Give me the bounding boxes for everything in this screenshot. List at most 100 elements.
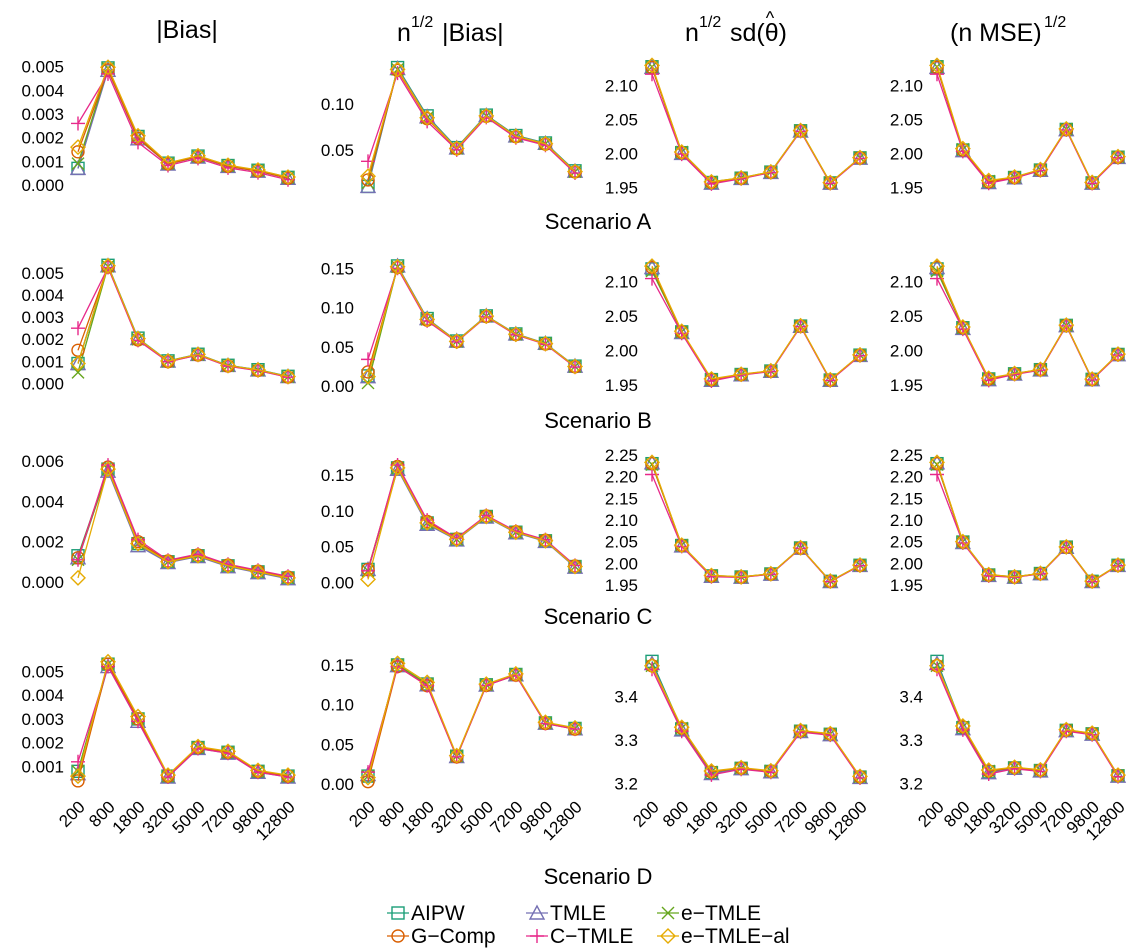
y-tick-label: 1.95 <box>605 576 638 595</box>
x-tick-label: 3200 <box>139 797 179 837</box>
series-line-2 <box>651 663 861 778</box>
data-point <box>1058 120 1075 137</box>
data-point <box>280 767 296 784</box>
data-point <box>673 144 690 161</box>
x-tick-label: 5000 <box>742 797 782 837</box>
y-tick-label: 0.15 <box>321 259 354 278</box>
y-tick-label: 2.10 <box>605 511 638 530</box>
panel-grid: 0.000 0.001 0.002 0.003 0.004 0.005 0.05 0.10 1.… <box>21 57 1128 844</box>
data-point <box>644 258 660 275</box>
x-tick-label: 5000 <box>169 797 209 837</box>
series-line-3 <box>77 264 289 378</box>
legend-label: e−TMLE <box>681 902 761 925</box>
series-line-2 <box>936 67 1119 185</box>
data-point <box>1006 759 1023 776</box>
y-tick-label: 2.00 <box>890 554 923 573</box>
y-tick-label: 0.006 <box>21 452 64 471</box>
series-line-5 <box>936 73 1119 185</box>
y-tick-label: 2.05 <box>605 533 638 552</box>
data-point <box>674 539 689 554</box>
series-line-5 <box>367 71 576 174</box>
data-point <box>792 317 809 334</box>
data-point <box>852 149 868 166</box>
y-tick-label: 0.15 <box>321 466 354 485</box>
data-point <box>981 568 996 583</box>
title-rootn-n: n <box>397 19 411 47</box>
series-line-6 <box>77 65 289 178</box>
series-line-2 <box>651 462 861 583</box>
panel-2-2: 0.00 0.05 0.10 0.15 <box>321 257 584 396</box>
data-point <box>281 370 295 385</box>
data-point <box>955 535 970 550</box>
y-tick-label: 0.004 <box>21 286 64 305</box>
data-point <box>507 128 524 145</box>
series-line-3 <box>367 67 576 183</box>
data-point <box>733 169 750 186</box>
data-point <box>537 714 554 731</box>
series-line-6 <box>77 263 289 378</box>
data-point <box>419 311 436 328</box>
data-point <box>250 563 266 580</box>
data-point <box>954 140 971 157</box>
y-tick-label: 2.25 <box>890 446 923 465</box>
data-point <box>389 655 406 672</box>
series-line-1 <box>936 463 1119 583</box>
legend-item: G−Comp <box>387 925 496 948</box>
y-tick-label: 3.3 <box>614 731 638 750</box>
data-point <box>478 508 495 525</box>
data-point <box>1058 721 1075 738</box>
data-point <box>478 107 495 124</box>
panel-3-1: 0.000 0.002 0.004 0.006 <box>21 452 297 592</box>
y-tick-label: 2.00 <box>605 144 638 163</box>
y-tick-label: 0.002 <box>21 330 64 349</box>
y-tick-label: 1.95 <box>605 376 638 395</box>
data-point <box>161 354 175 369</box>
data-point <box>645 67 659 82</box>
y-tick-label: 3.2 <box>899 775 923 794</box>
series-line-6 <box>367 264 576 377</box>
series-line-5 <box>367 463 576 571</box>
data-point <box>1032 361 1049 378</box>
y-tick-label: 2.00 <box>605 554 638 573</box>
data-point <box>360 769 376 786</box>
series-line-6 <box>936 665 1119 776</box>
data-point <box>762 762 779 779</box>
panel-1-2: 0.05 0.10 <box>321 60 584 194</box>
series-line-6 <box>651 65 861 184</box>
y-tick-label: 0.000 <box>21 573 64 592</box>
data-point <box>929 454 945 471</box>
y-tick-label: 2.05 <box>890 533 923 552</box>
series-line-6 <box>77 467 289 579</box>
scenario-label: Scenario D <box>544 864 653 889</box>
y-tick-label: 0.003 <box>21 308 64 327</box>
title-sd-exp: 1/2 <box>699 14 721 31</box>
data-point <box>567 558 583 575</box>
x-tick-label: 3200 <box>427 797 467 837</box>
data-point <box>762 362 779 379</box>
series-line-5 <box>651 474 861 583</box>
data-point <box>71 754 85 769</box>
x-tick-label: 5000 <box>457 797 497 837</box>
data-point <box>389 459 406 476</box>
y-tick-label: 3.4 <box>614 687 638 706</box>
data-point <box>448 531 465 548</box>
legend-label: TMLE <box>550 902 606 925</box>
scenario-label: Scenario C <box>544 604 653 629</box>
x-tick-label: 3200 <box>712 797 752 837</box>
y-tick-label: 0.05 <box>321 735 354 754</box>
series-line-6 <box>77 660 289 777</box>
y-tick-label: 2.05 <box>605 111 638 130</box>
data-point <box>220 157 236 174</box>
data-point <box>762 565 779 582</box>
data-point <box>250 161 266 178</box>
data-point <box>733 759 750 776</box>
data-point <box>673 719 690 736</box>
legend-item: e−TMLE−al <box>657 925 790 948</box>
y-tick-label: 0.000 <box>21 374 64 393</box>
legend-marker <box>530 929 544 943</box>
data-point <box>100 59 116 76</box>
y-tick-label: 0.004 <box>21 492 64 511</box>
data-point <box>448 747 465 764</box>
